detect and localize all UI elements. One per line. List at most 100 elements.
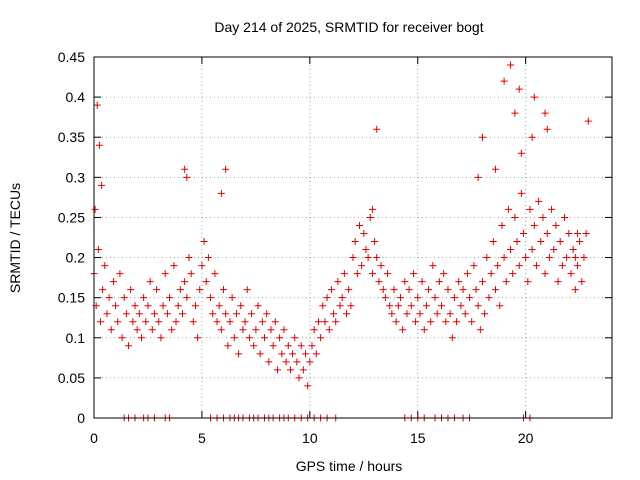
data-point [183,294,191,302]
data-point [541,270,549,278]
data-point [101,262,109,270]
data-point [386,302,394,310]
data-point [181,165,189,173]
data-point [474,173,482,181]
data-point [530,93,538,101]
data-point [312,350,320,358]
data-point [524,278,532,286]
data-point [94,246,102,254]
data-point [448,334,456,342]
data-point [159,302,167,310]
data-point [105,294,113,302]
data-point [470,262,478,270]
data-point [582,229,590,237]
data-point [476,326,484,334]
data-point [304,382,312,390]
data-point [489,238,497,246]
data-point [584,117,592,125]
data-point [479,133,486,141]
data-point [107,326,115,334]
data-point [131,302,139,310]
data-point [375,278,383,286]
data-point [444,286,452,294]
data-point [552,221,560,229]
data-point [515,85,523,93]
data-point [217,189,225,197]
y-tick-label: 0.35 [58,129,85,145]
data-point [474,302,482,310]
data-point [181,278,189,286]
data-point [504,205,512,213]
data-point [580,254,588,262]
data-point [185,254,193,262]
data-point [379,286,387,294]
data-point [412,318,420,326]
data-point [541,109,549,117]
data-point [433,310,441,318]
data-point [166,294,174,302]
data-point [321,318,329,326]
data-point [155,318,163,326]
data-point [532,262,540,270]
data-point [265,358,273,366]
data-point [446,310,454,318]
y-tick-label: 0.15 [58,290,85,306]
data-point [241,318,249,326]
data-point [571,286,579,294]
data-point [373,125,381,133]
data-point [573,229,581,237]
data-point [263,310,271,318]
data-point [330,310,338,318]
data-point [377,262,385,270]
data-point [366,213,374,221]
data-point [278,350,286,358]
data-point [273,366,281,374]
data-point [224,342,232,350]
data-point [565,229,573,237]
data-point [407,302,415,310]
data-point [306,358,314,366]
data-point [539,213,547,221]
plot-frame [93,56,613,419]
data-point [150,310,158,318]
data-point [114,318,122,326]
data-point [183,173,191,181]
data-point [548,205,556,213]
data-point [220,286,227,294]
data-point [427,318,435,326]
data-point [422,302,430,310]
data-point [368,205,376,213]
data-point [390,286,398,294]
data-point [507,61,515,69]
data-point [261,334,269,342]
data-point [543,125,551,133]
x-axis-label: GPS time / hours [296,458,403,474]
data-point [172,318,180,326]
data-point [511,213,519,221]
x-tick-label: 5 [198,430,206,446]
data-point [517,189,525,197]
data-point [336,302,344,310]
data-point [340,270,348,278]
data-point [416,310,424,318]
data-point [483,254,491,262]
data-point [388,310,396,318]
y-axis-label: SRMTID / TECUs [7,183,23,293]
chart-title: Day 214 of 2025, SRMTID for receiver bog… [214,19,483,35]
data-point [481,310,489,318]
data-point [358,262,366,270]
data-point [455,278,463,286]
data-point [235,350,243,358]
data-point [472,286,480,294]
data-point [125,342,133,350]
data-point [176,286,184,294]
data-point [248,310,256,318]
y-tick-label: 0 [77,410,85,426]
data-point [334,278,342,286]
data-point [96,318,104,326]
data-point [127,286,135,294]
data-point [507,246,515,254]
data-point [200,238,208,246]
data-point [502,278,510,286]
